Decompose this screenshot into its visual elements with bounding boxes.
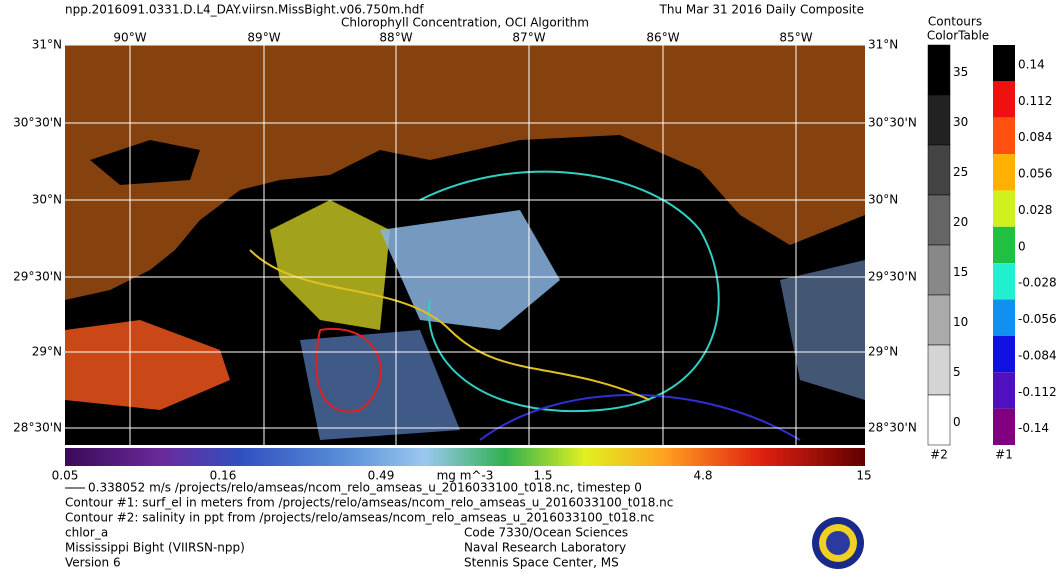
footer-text: Stennis Space Center, MS — [464, 556, 619, 570]
river-plume — [65, 320, 230, 410]
legend-swatch — [993, 226, 1015, 264]
legend-tag: #2 — [930, 448, 948, 462]
colorbar-label: 0.05 — [52, 469, 79, 483]
legend-title: Contours — [928, 15, 982, 29]
legend-label: 20 — [953, 215, 968, 229]
lat-label: 31°N — [32, 38, 62, 52]
footer-text: Contour #1: surf_el in meters from /proj… — [65, 496, 673, 510]
footer-text: Version 6 — [65, 556, 121, 570]
legend-swatch — [993, 299, 1015, 336]
lon-label: 86°W — [646, 31, 679, 45]
green-water — [270, 200, 390, 330]
lat-label: 28°30'N — [13, 421, 62, 435]
lat-label: 30°N — [868, 193, 898, 207]
lon-label: 90°W — [113, 31, 146, 45]
footer-text: chlor_a — [65, 526, 108, 540]
legend-title: ColorTable — [927, 29, 989, 43]
legend-swatch — [927, 194, 951, 246]
lon-label: 87°W — [512, 31, 545, 45]
blue-water-east — [780, 260, 865, 400]
colorbar-label: 0.16 — [210, 469, 237, 483]
legend-label: -0.14 — [1018, 421, 1049, 435]
file-name: npp.2016091.0331.D.L4_DAY.viirsn.MissBig… — [65, 3, 424, 17]
legend-label: 0.084 — [1018, 130, 1052, 144]
colorbar-unit: mg m^-3 — [437, 469, 494, 483]
title: Chlorophyll Concentration, OCI Algorithm — [341, 16, 589, 30]
lat-label: 29°30'N — [13, 270, 62, 284]
date: Thu Mar 31 2016 Daily Composite — [659, 3, 864, 17]
legend-label: 0 — [953, 415, 961, 429]
legend-swatch — [927, 244, 951, 296]
legend-label: 0.14 — [1018, 58, 1045, 72]
clear-water — [380, 210, 560, 330]
legend-label: 0.028 — [1018, 203, 1052, 217]
lat-label: 31°N — [868, 38, 898, 52]
footer-text: Mississippi Bight (VIIRSN-npp) — [65, 541, 245, 555]
contour — [315, 327, 382, 413]
contour — [419, 170, 720, 413]
colorbar — [65, 448, 865, 466]
colorbar-label: 0.49 — [368, 469, 395, 483]
legend-label: 0 — [1018, 239, 1026, 253]
legend-swatch — [927, 344, 951, 396]
legend-swatch — [927, 294, 951, 346]
colorbar-label: 4.8 — [693, 469, 712, 483]
map — [65, 45, 865, 445]
contour — [479, 394, 801, 441]
legend-swatch — [993, 117, 1015, 155]
lat-label: 30°N — [32, 193, 62, 207]
legend-label: 15 — [953, 265, 968, 279]
footer-text: 0.338052 m/s /projects/relo/amseas/ncom_… — [88, 481, 642, 495]
lon-label: 85°W — [779, 31, 812, 45]
lat-label: 29°N — [868, 345, 898, 359]
legend-label: 0.112 — [1018, 94, 1052, 108]
footer-text: Contour #2: salinity in ppt from /projec… — [65, 511, 654, 525]
legend-swatch — [927, 394, 951, 446]
legend-label: -0.056 — [1018, 312, 1057, 326]
lake — [90, 140, 200, 185]
legend-label: 35 — [953, 65, 968, 79]
colorbar-label: 15 — [856, 469, 871, 483]
legend-swatch — [993, 45, 1015, 82]
lat-label: 30°30'N — [868, 116, 917, 130]
legend-swatch — [927, 44, 951, 96]
legend-swatch — [993, 408, 1015, 445]
legend-label: -0.028 — [1018, 276, 1057, 290]
lat-label: 29°30'N — [868, 270, 917, 284]
legend-label: 0.056 — [1018, 167, 1052, 181]
lat-label: 28°30'N — [868, 421, 917, 435]
legend-label: 5 — [953, 365, 961, 379]
lat-label: 30°30'N — [13, 116, 62, 130]
blue-water — [300, 330, 460, 440]
legend-swatch — [993, 81, 1015, 118]
logo — [812, 517, 864, 569]
lat-label: 29°N — [32, 345, 62, 359]
lon-label: 88°W — [379, 31, 412, 45]
legend-label: 10 — [953, 315, 968, 329]
legend-swatch — [927, 94, 951, 146]
legend-swatch — [993, 190, 1015, 227]
legend-label: -0.112 — [1018, 385, 1057, 399]
legend-swatch — [993, 372, 1015, 409]
legend-swatch — [927, 144, 951, 196]
legend-tag: #1 — [995, 448, 1013, 462]
legend-label: 25 — [953, 165, 968, 179]
lon-label: 89°W — [247, 31, 280, 45]
legend-label: -0.084 — [1018, 348, 1057, 362]
legend-swatch — [993, 154, 1015, 191]
legend-swatch — [993, 263, 1015, 300]
contour — [249, 249, 651, 401]
legend-swatch — [993, 335, 1015, 373]
colorbar-label: 1.5 — [533, 469, 552, 483]
footer-text: Code 7330/Ocean Sciences — [464, 526, 628, 540]
legend-label: 30 — [953, 115, 968, 129]
footer-text: Naval Research Laboratory — [464, 541, 626, 555]
